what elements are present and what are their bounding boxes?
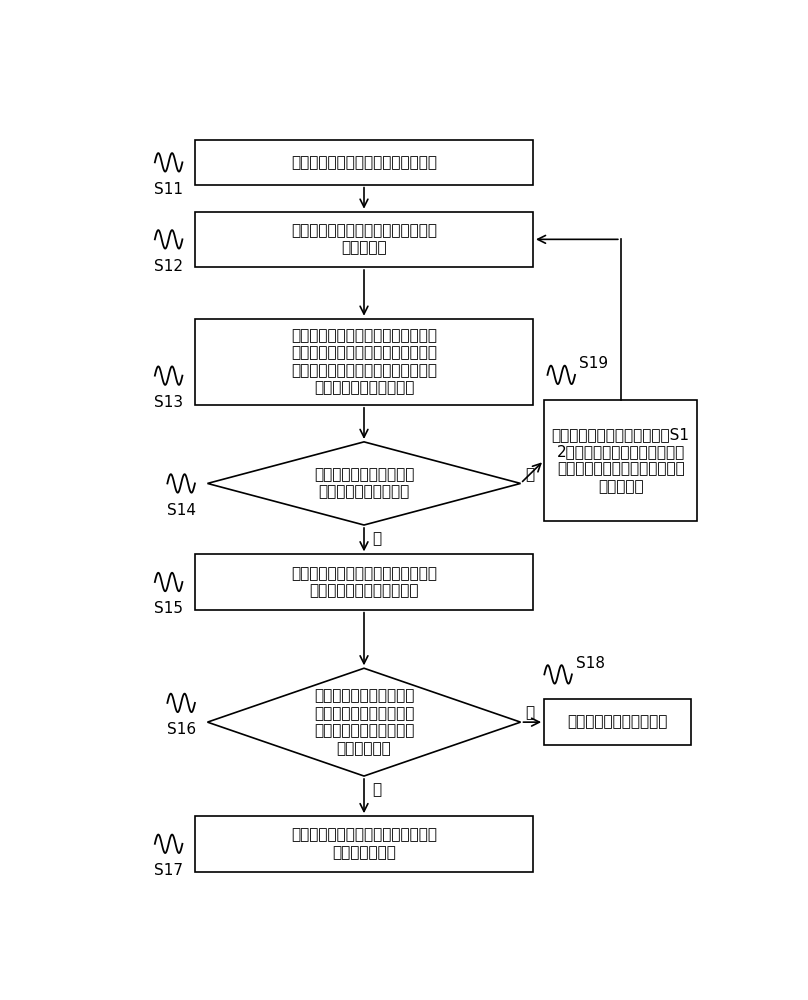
Text: S18: S18 [575,656,604,671]
Text: 判断请求响应时长是否小
于或等于第一预设时长: 判断请求响应时长是否小 于或等于第一预设时长 [314,467,415,500]
Text: S12: S12 [154,259,183,274]
Text: 否: 否 [525,705,535,720]
Polygon shape [208,668,520,776]
Text: 基于请求响应时长和标准时间，计算
时间服务器当前的真实时间: 基于请求响应时长和标准时间，计算 时间服务器当前的真实时间 [291,566,437,598]
Text: 保存终端设备的时间不变: 保存终端设备的时间不变 [567,715,667,730]
Text: S16: S16 [166,722,196,737]
Text: S11: S11 [154,182,183,197]
FancyBboxPatch shape [195,212,533,267]
Text: 通过该网络长连接，向时间服务器发
送请求信息: 通过该网络长连接，向时间服务器发 送请求信息 [291,223,437,256]
Text: 判断终端设备的时间与时
间服务器当前的真实时间
之间的绝对差值是否大于
第二预设时长: 判断终端设备的时间与时 间服务器当前的真实时间 之间的绝对差值是否大于 第二预设… [314,689,415,756]
FancyBboxPatch shape [195,140,533,185]
Text: S19: S19 [579,356,608,371]
FancyBboxPatch shape [544,699,691,745]
FancyBboxPatch shape [544,400,697,521]
Text: 是: 是 [372,782,381,797]
Text: 是: 是 [372,531,381,546]
Text: S17: S17 [154,863,183,878]
Text: S13: S13 [154,395,183,410]
FancyBboxPatch shape [195,816,533,872]
FancyBboxPatch shape [195,554,533,610]
Polygon shape [208,442,520,525]
Text: S14: S14 [166,503,196,518]
Text: 建立与时间服务器之间的网络长连接: 建立与时间服务器之间的网络长连接 [291,155,437,170]
FancyBboxPatch shape [195,319,533,405]
Text: 接收到时间服务器通过该网络长连接
发送的标准时间时，确定从发送请求
信息到接收到时间服务器发送的标准
时间之间的请求响应时长: 接收到时间服务器通过该网络长连接 发送的标准时间时，确定从发送请求 信息到接收到… [291,328,437,395]
Text: 基于时间服务器当前的真实时间校准
终端设备的时间: 基于时间服务器当前的真实时间校准 终端设备的时间 [291,828,437,860]
Text: 丢弃标准时间，返回执行步骤S1
2，通过与时间服务器之间的网
络长连接，再次向时间服务器发
送请求信息: 丢弃标准时间，返回执行步骤S1 2，通过与时间服务器之间的网 络长连接，再次向时… [552,427,690,494]
Text: S15: S15 [154,601,183,616]
Text: 否: 否 [525,467,535,482]
